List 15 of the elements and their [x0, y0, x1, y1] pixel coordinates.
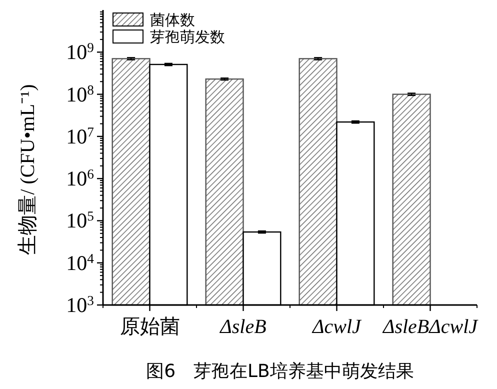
- x-tick-label: ΔsleBΔcwlJ: [382, 316, 479, 338]
- text: 图6 芽孢在LB培养基中萌发结果: [146, 361, 414, 382]
- legend-label: 芽孢萌发数: [150, 29, 225, 46]
- x-tick-label: ΔsleB: [219, 316, 266, 338]
- y-tick-label: 10$^{9}$: [66, 40, 94, 64]
- legend-label: 菌体数: [150, 12, 195, 29]
- y-tick-label: 10$^{6}$: [66, 166, 94, 191]
- y-axis-title: 生物量/ (CFU•mL⁻¹): [17, 84, 39, 255]
- y-tick-label: 10$^{8}$: [66, 82, 94, 106]
- x-tick-label: ΔcwlJ: [312, 316, 362, 338]
- y-tick-label: 10$^{5}$: [66, 208, 94, 233]
- y-tick-label: 10$^{3}$: [66, 292, 94, 317]
- y-tick-label: 10$^{7}$: [66, 124, 94, 148]
- y-tick-label: 10$^{4}$: [66, 250, 94, 275]
- x-tick-label: 原始菌: [120, 316, 180, 338]
